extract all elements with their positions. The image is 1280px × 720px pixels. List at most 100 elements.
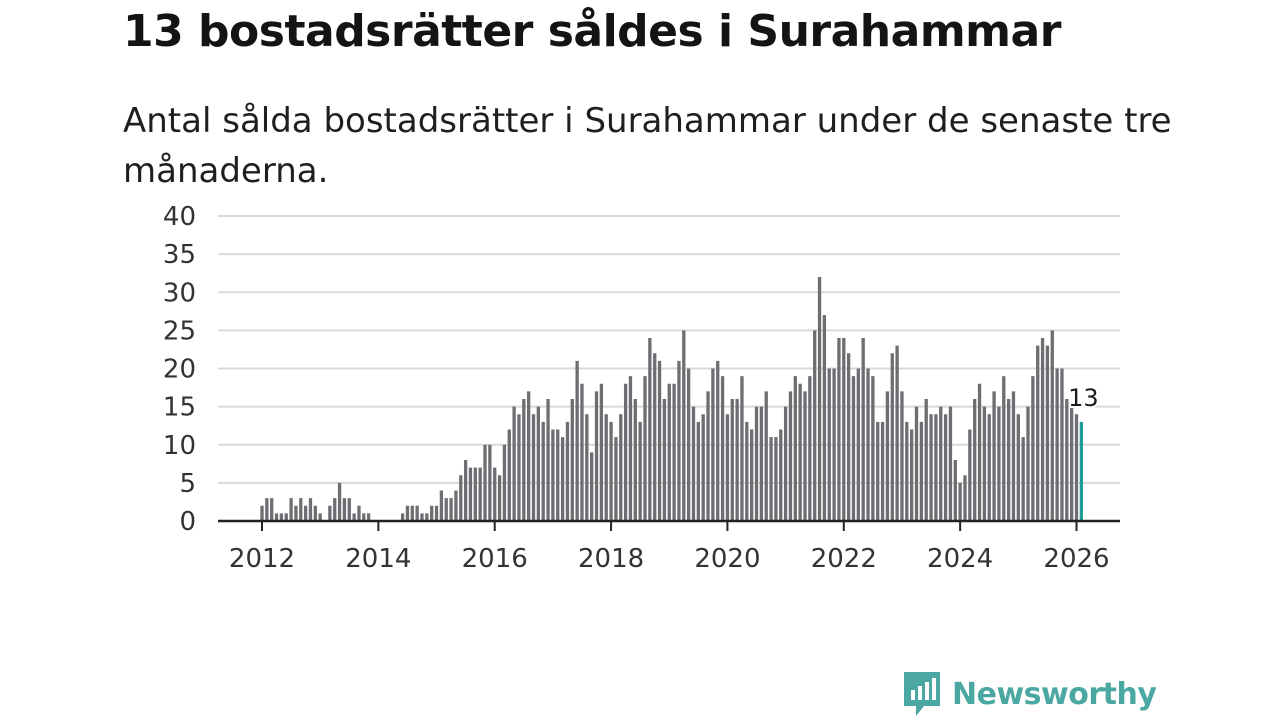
bar <box>565 421 570 522</box>
bar <box>1065 399 1069 521</box>
bar <box>609 421 613 522</box>
bar <box>987 414 991 521</box>
chart-subtitle: Antal sålda bostadsrätter i Surahammar u… <box>123 101 1172 191</box>
bar <box>284 513 288 522</box>
bar <box>905 421 909 522</box>
bar <box>817 277 822 521</box>
bar <box>827 368 831 521</box>
bar <box>701 414 705 521</box>
bar <box>686 368 691 521</box>
bar <box>517 414 521 521</box>
bar <box>992 391 996 522</box>
bar <box>900 391 904 522</box>
bar <box>623 383 628 521</box>
bar <box>541 421 545 522</box>
bar <box>657 360 662 522</box>
bar <box>425 513 429 522</box>
bar <box>720 376 725 522</box>
bar <box>706 391 710 522</box>
bar <box>488 444 492 521</box>
bar <box>512 406 516 522</box>
bar <box>682 330 686 522</box>
bar <box>696 421 700 522</box>
bar <box>740 376 744 522</box>
bar <box>934 414 938 521</box>
bar <box>570 399 574 521</box>
bar <box>614 437 618 522</box>
bar <box>842 338 846 521</box>
bar <box>1055 368 1059 521</box>
bar <box>415 505 419 521</box>
bar <box>420 513 424 522</box>
bar <box>948 406 953 522</box>
bar <box>798 383 802 521</box>
bar <box>910 429 914 521</box>
x-tick-label: 2022 <box>811 544 877 574</box>
bar <box>759 406 764 522</box>
bar <box>895 345 899 522</box>
bar <box>977 383 982 521</box>
bar <box>362 513 366 522</box>
bar <box>725 414 730 521</box>
y-tick-label: 15 <box>163 393 196 423</box>
bar <box>929 414 933 521</box>
bar <box>560 437 565 522</box>
bar <box>648 338 652 521</box>
bar <box>347 498 351 522</box>
bar <box>808 376 812 522</box>
bar <box>803 391 807 522</box>
bar-chart: 0 5 10 15 20 25 30 35 40 2012 2014 2016 2018 2020 2022… <box>163 202 1120 574</box>
bar <box>643 376 647 522</box>
y-tick-label: 20 <box>163 355 196 385</box>
bar <box>1006 399 1011 521</box>
bar <box>439 490 444 521</box>
bar <box>483 444 487 521</box>
bar <box>876 421 880 522</box>
x-tick-label: 2018 <box>578 544 644 574</box>
bar <box>1021 437 1025 522</box>
bar <box>585 414 589 521</box>
bar <box>604 414 608 521</box>
bar <box>750 429 754 521</box>
bar <box>822 315 827 522</box>
bar <box>265 498 269 522</box>
bar <box>939 406 943 522</box>
bar <box>260 505 264 521</box>
bar <box>1011 391 1016 522</box>
newsworthy-logo-icon <box>904 672 940 716</box>
y-tick-label: 35 <box>163 240 196 270</box>
bar <box>958 482 962 522</box>
bar <box>628 376 633 522</box>
bar <box>745 421 749 522</box>
bar <box>880 421 885 522</box>
bar <box>783 406 788 522</box>
bar <box>536 406 540 522</box>
bar <box>502 444 507 521</box>
x-tick-label: 2016 <box>462 544 528 574</box>
bar <box>1026 406 1030 522</box>
bar <box>866 368 870 521</box>
bar <box>352 513 356 522</box>
bar <box>832 368 836 521</box>
bar <box>449 498 453 522</box>
bar <box>953 460 957 521</box>
bar <box>279 513 284 522</box>
bar <box>527 391 531 522</box>
bar <box>337 482 342 522</box>
bar <box>478 467 482 522</box>
bar <box>1045 345 1050 522</box>
y-tick-label: 5 <box>179 469 196 499</box>
bar <box>454 490 458 521</box>
bar <box>856 368 860 521</box>
bar <box>963 475 967 521</box>
bar <box>303 505 308 521</box>
bar <box>730 399 734 521</box>
bar <box>599 383 604 521</box>
bar <box>1016 414 1020 521</box>
newsworthy-logo-text: Newsworthy <box>952 676 1157 712</box>
bar <box>653 353 657 521</box>
bar <box>463 460 468 521</box>
bar <box>1002 376 1006 522</box>
bar <box>667 383 671 521</box>
bar <box>473 467 477 522</box>
